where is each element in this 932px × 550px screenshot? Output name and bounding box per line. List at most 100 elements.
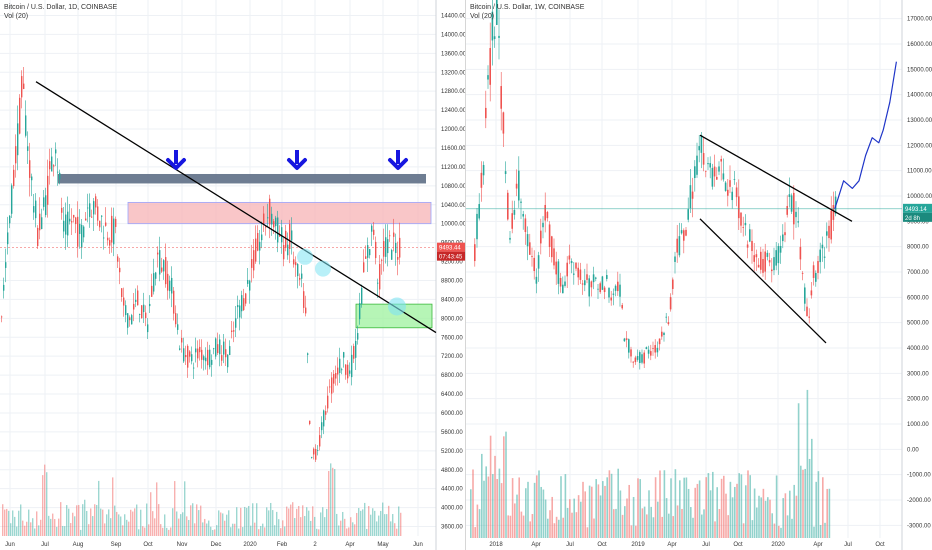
candle-body xyxy=(231,330,233,332)
volume-bar xyxy=(80,529,82,536)
candle-body xyxy=(109,240,111,246)
countdown-tag-bg xyxy=(903,212,932,222)
volume-bar xyxy=(566,507,569,538)
y-axis-tick-label: 12000.00 xyxy=(907,143,932,149)
y-axis-tick-label: 17000.00 xyxy=(907,17,932,23)
candle-body xyxy=(689,185,692,209)
candle-body xyxy=(385,237,387,257)
candle-body xyxy=(812,265,815,278)
candle-body xyxy=(83,226,85,238)
candle-body xyxy=(639,352,641,364)
daily-chart-pane[interactable]: Bitcoin / U.S. Dollar, 1D, COINBASE Vol … xyxy=(0,0,466,550)
volume-bar xyxy=(668,513,670,538)
volume-bar xyxy=(70,523,72,536)
weekly-chart-svg[interactable]: 17000.00 16000.00 15000.00 14000.00 13000.00… xyxy=(466,0,932,550)
price-tag-label: 9493.44 xyxy=(439,246,461,252)
candle-body xyxy=(67,211,69,236)
volume-bar xyxy=(56,526,58,536)
candle-body xyxy=(85,218,87,221)
candle-body xyxy=(691,191,694,199)
volume-bar xyxy=(52,513,54,536)
candle-body xyxy=(157,252,159,255)
volume-bar xyxy=(14,516,16,536)
candle-body xyxy=(163,260,165,272)
volume-bar xyxy=(654,477,657,538)
candle-body xyxy=(293,259,295,265)
volume-bar xyxy=(280,528,282,536)
volume-bar xyxy=(132,511,134,536)
candle-body xyxy=(251,259,253,268)
volume-bar xyxy=(782,498,784,538)
volume-bar xyxy=(100,508,102,536)
volume-bar xyxy=(262,523,264,536)
volume-bar xyxy=(72,512,74,536)
candle-body xyxy=(821,244,824,249)
volume-bar xyxy=(284,526,286,536)
candle-body xyxy=(533,257,535,272)
volume-bar xyxy=(84,499,86,536)
y-axis-tick-label: 8000.00 xyxy=(441,316,463,322)
candle-body xyxy=(31,176,33,181)
candle-body xyxy=(201,349,203,360)
volume-bar xyxy=(795,495,798,538)
volume-bar xyxy=(382,502,384,536)
daily-chart-title: Bitcoin / U.S. Dollar, 1D, COINBASE xyxy=(4,4,118,11)
volume-bar xyxy=(778,525,780,538)
candle-body xyxy=(735,187,738,198)
candle-body xyxy=(283,245,285,260)
volume-bar xyxy=(780,527,782,538)
candle-body xyxy=(227,354,229,368)
candle-body xyxy=(663,332,665,335)
volume-bar xyxy=(96,504,98,536)
volume-bar xyxy=(134,508,136,536)
candle-body xyxy=(295,262,297,266)
volume-bar xyxy=(304,516,306,536)
volume-bar xyxy=(679,480,681,538)
volume-bar xyxy=(478,509,481,538)
volume-bar xyxy=(599,495,602,538)
volume-bar xyxy=(470,489,472,538)
candle-body xyxy=(297,264,299,277)
volume-bar xyxy=(98,480,100,536)
candle-body xyxy=(71,221,73,223)
candle-body xyxy=(249,280,251,291)
candle-body xyxy=(313,448,315,455)
volume-bar xyxy=(300,517,302,536)
candle-body xyxy=(375,241,377,259)
volume-bar xyxy=(312,506,314,536)
volume-bar xyxy=(804,468,806,538)
candle-body xyxy=(650,351,652,356)
volume-bar xyxy=(641,508,644,538)
daily-chart-svg[interactable]: 14400.00 14000.00 13600.00 13200.00 12800.00… xyxy=(0,0,466,550)
candle-body xyxy=(309,420,311,424)
candle-body xyxy=(361,287,363,305)
candle-body xyxy=(253,250,255,271)
candle-body xyxy=(99,220,101,228)
volume-bar xyxy=(498,468,501,538)
volume-bar xyxy=(138,529,140,536)
volume-bar xyxy=(536,475,538,538)
volume-bar xyxy=(736,483,738,538)
volume-bar xyxy=(602,481,604,538)
candle-body xyxy=(29,160,31,178)
candle-body xyxy=(685,229,687,236)
candle-body xyxy=(804,287,806,304)
candle-body xyxy=(219,339,221,355)
candle-body xyxy=(395,242,397,253)
candle-body xyxy=(788,194,791,197)
volume-bar xyxy=(828,488,831,538)
volume-bar xyxy=(76,505,78,536)
candle-body xyxy=(179,348,181,350)
candle-body xyxy=(63,220,65,232)
volume-bar xyxy=(352,522,354,536)
candle-body xyxy=(303,291,305,308)
volume-bar xyxy=(146,503,148,536)
y-axis-tick-label: 10000.00 xyxy=(907,194,932,200)
candle-body xyxy=(243,298,245,311)
volume-bar xyxy=(674,469,677,538)
volume-bar xyxy=(652,517,655,538)
candle-body xyxy=(577,267,579,278)
weekly-chart-pane[interactable]: Bitcoin / U.S. Dollar, 1W, COINBASE Vol … xyxy=(466,0,932,550)
y-axis-tick-label: 5000.00 xyxy=(907,321,929,327)
volume-bar xyxy=(705,477,707,538)
